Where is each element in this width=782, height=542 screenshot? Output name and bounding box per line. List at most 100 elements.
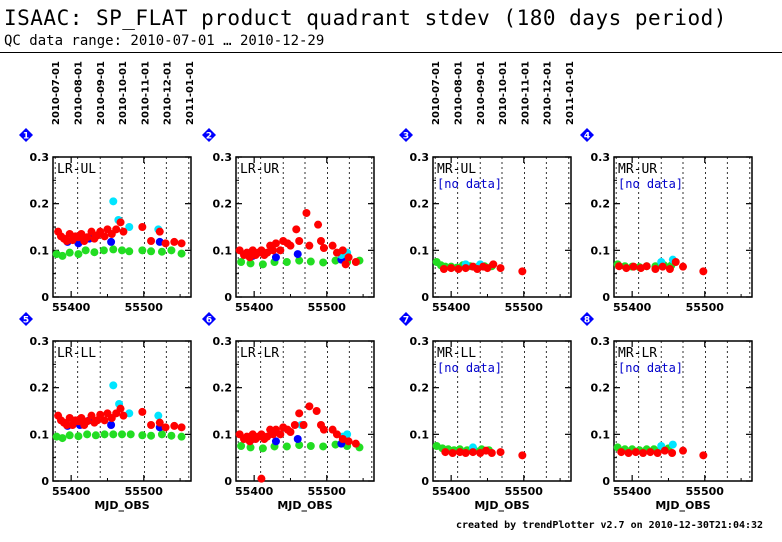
panel-number: 8 [584, 316, 590, 326]
data-point-green [74, 250, 83, 259]
data-point-red [257, 474, 266, 483]
data-point-green [83, 430, 92, 439]
x-tick-label: 55500 [505, 301, 544, 314]
no-data-label: [no data] [437, 361, 502, 375]
data-point-green [118, 246, 126, 255]
panel-label: LR-LL [57, 346, 96, 361]
data-point-red [671, 258, 680, 266]
data-point-red [77, 230, 86, 238]
data-point-green [157, 247, 166, 256]
y-tick-label: 0.2 [213, 198, 233, 211]
points [52, 381, 186, 443]
data-point-red [62, 421, 71, 429]
data-point-red [292, 225, 301, 234]
data-point-green [167, 246, 176, 255]
y-tick-label: 0.3 [213, 151, 233, 164]
x-tick-label: 55400 [613, 485, 652, 498]
data-point-red [332, 430, 341, 439]
points [613, 255, 708, 276]
page-subtitle: QC data range: 2010-07-01 … 2010-12-29 [4, 33, 325, 49]
y-tick-label: 0.3 [30, 151, 50, 164]
data-point-green [147, 247, 156, 256]
data-point-red [615, 262, 624, 271]
data-point-green [81, 246, 90, 255]
data-point-red [83, 233, 92, 242]
data-point-green [282, 258, 291, 266]
data-point-red [496, 448, 505, 457]
data-point-red [116, 404, 125, 413]
data-point-red [338, 246, 347, 255]
data-point-red [112, 225, 121, 234]
data-point-green [65, 431, 74, 440]
data-point-red [651, 265, 660, 273]
data-point-red [341, 260, 350, 269]
y-tick-label: 0.3 [591, 151, 611, 164]
data-point-red [622, 264, 631, 273]
panel-number: 1 [23, 132, 29, 142]
data-point-cyan [109, 381, 118, 390]
data-point-cyan [668, 440, 677, 449]
y-tick-label: 0 [602, 291, 610, 304]
panel-1: 0 0.1 0.2 0.3 55400 55500 1 LR-UL [19, 128, 192, 314]
panel-number: 4 [584, 132, 590, 142]
x-tick-label: 55400 [613, 301, 652, 314]
data-point-red [161, 239, 170, 248]
data-point-red [96, 410, 105, 419]
date-tick-label: 2010-11-01 [521, 61, 532, 125]
data-point-green [306, 442, 315, 450]
y-tick-label: 0.2 [410, 382, 430, 395]
data-point-red [276, 430, 285, 439]
y-tick-label: 0 [41, 475, 49, 488]
data-point-red [305, 402, 314, 411]
data-point-green [319, 442, 328, 451]
data-point-red [344, 437, 353, 446]
date-tick-label: 2010-12-01 [162, 61, 173, 125]
panel-number: 5 [23, 316, 29, 326]
data-point-red [699, 267, 708, 276]
no-data-label: [no data] [437, 177, 502, 191]
panel-label: MR-LL [437, 346, 476, 361]
data-point-green [109, 430, 118, 439]
y-tick-label: 0 [224, 291, 232, 304]
data-point-green [58, 251, 67, 260]
y-tick-label: 0.1 [213, 428, 233, 441]
no-data-label: [no data] [618, 361, 683, 375]
y-tick-label: 0 [224, 475, 232, 488]
x-tick-label: 55500 [308, 485, 347, 498]
panel-number-marker [399, 312, 413, 326]
data-point-red [87, 411, 96, 420]
panel-3: 0 0.1 0.2 0.3 55400 55500 3 MR-UL[no data] [399, 128, 572, 314]
data-point-red [83, 417, 92, 426]
data-point-red [441, 448, 450, 457]
data-point-green [138, 431, 147, 440]
data-point-red [295, 237, 304, 245]
data-point-red [518, 267, 527, 276]
date-tick-label: 2010-09-01 [476, 61, 487, 125]
panel-label: LR-UR [240, 162, 279, 177]
data-point-red [312, 407, 321, 415]
data-point-red [653, 449, 662, 457]
data-point-red [699, 451, 708, 460]
y-tick-label: 0.2 [213, 382, 233, 395]
y-tick-label: 0.1 [213, 244, 233, 257]
y-tick-label: 0.2 [591, 382, 611, 395]
data-point-red [631, 448, 640, 457]
data-point-red [461, 264, 470, 273]
data-point-red [100, 232, 109, 241]
date-tick-label: 2010-12-01 [542, 61, 553, 125]
data-point-green [118, 430, 126, 439]
data-point-red [447, 264, 456, 273]
data-point-red [170, 421, 179, 430]
data-point-red [302, 209, 311, 217]
y-tick-label: 0.1 [591, 428, 611, 441]
y-tick-label: 0.1 [410, 428, 430, 441]
x-tick-label: 55400 [432, 485, 471, 498]
data-point-green [138, 246, 147, 255]
x-tick-label: 55400 [235, 301, 274, 314]
date-tick-label: 2010-07-01 [431, 61, 442, 125]
data-point-red [439, 265, 448, 273]
data-point-red [679, 446, 687, 455]
data-point-red [319, 425, 328, 434]
